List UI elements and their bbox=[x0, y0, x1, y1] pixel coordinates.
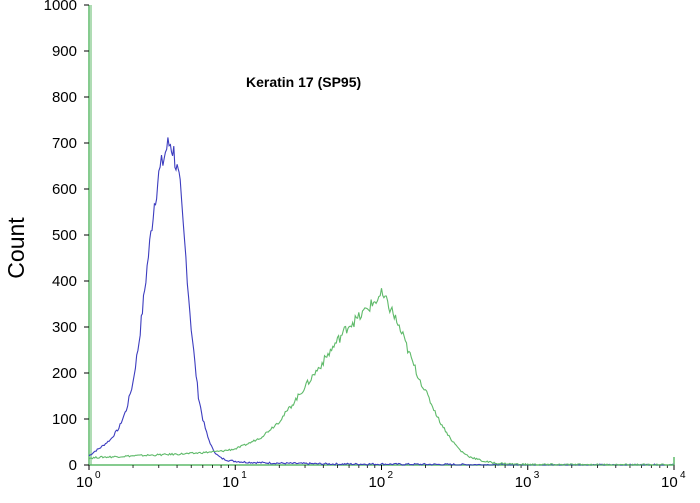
y-tick-label: 0 bbox=[69, 457, 77, 474]
x-tick-exponent: 1 bbox=[241, 470, 247, 481]
x-tick-base: 10 bbox=[76, 474, 93, 491]
y-tick-label: 1000 bbox=[44, 0, 77, 14]
y-tick-label: 500 bbox=[52, 227, 77, 244]
series-lines bbox=[88, 137, 675, 466]
chart-title: Keratin 17 (SP95) bbox=[246, 74, 361, 90]
y-tick-label: 900 bbox=[52, 43, 77, 60]
y-tick-label: 100 bbox=[52, 411, 77, 428]
y-tick-label: 600 bbox=[52, 181, 77, 198]
series-line-1 bbox=[88, 288, 675, 466]
x-tick-base: 10 bbox=[369, 474, 386, 491]
x-tick-label: 10 0 bbox=[76, 470, 101, 491]
x-tick-label: 10 1 bbox=[222, 470, 247, 491]
x-tick-base: 10 bbox=[661, 474, 678, 491]
x-tick-exponent: 4 bbox=[680, 470, 686, 481]
y-tick-label: 200 bbox=[52, 365, 77, 382]
y-tick-label: 700 bbox=[52, 135, 77, 152]
y-tick-label: 400 bbox=[52, 273, 77, 290]
y-tick-label: 300 bbox=[52, 319, 77, 336]
x-tick-base: 10 bbox=[222, 474, 239, 491]
x-tick-exponent: 3 bbox=[534, 470, 540, 481]
x-tick-exponent: 2 bbox=[388, 470, 394, 481]
y-axis-label: Count bbox=[3, 217, 29, 279]
x-tick-label: 10 3 bbox=[515, 470, 540, 491]
x-tick-base: 10 bbox=[515, 474, 532, 491]
x-tick-label: 10 4 bbox=[661, 470, 686, 491]
x-tick-exponent: 0 bbox=[95, 470, 101, 481]
x-tick-label: 10 2 bbox=[369, 470, 394, 491]
y-tick-label: 800 bbox=[52, 89, 77, 106]
